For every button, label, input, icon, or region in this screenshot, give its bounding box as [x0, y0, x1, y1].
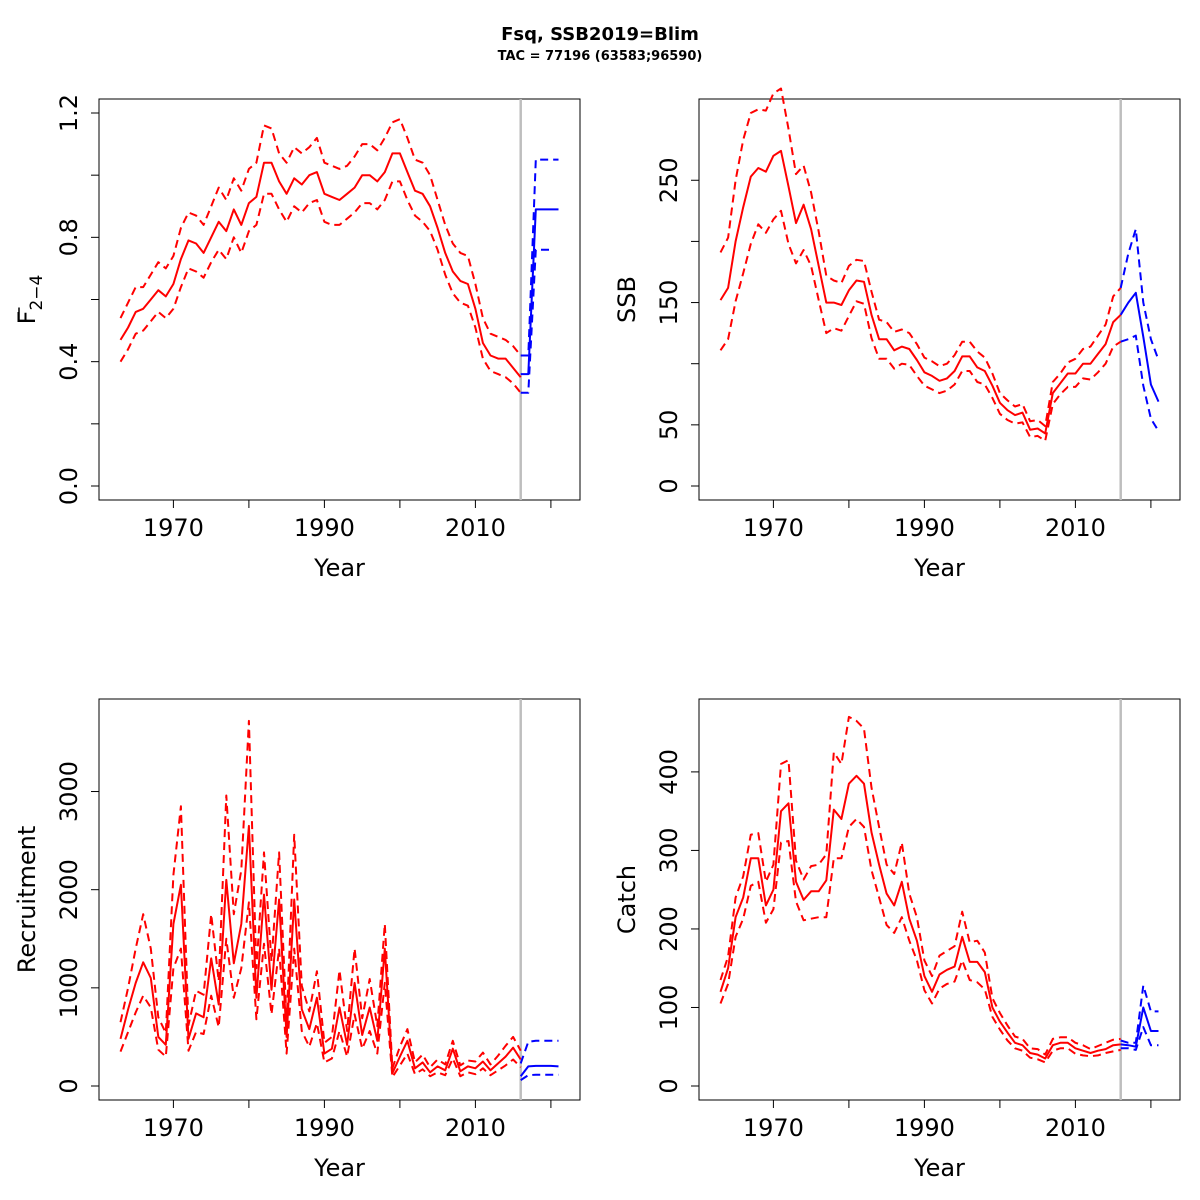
- y-tick-label: 200: [655, 906, 683, 952]
- y-tick-label: 100: [655, 985, 683, 1031]
- forecast-estimate-line: [1120, 1006, 1159, 1048]
- y-axis-title: SSB: [613, 276, 641, 323]
- x-tick-label: 1990: [894, 1114, 955, 1142]
- forecast-upper-ci-line: [1119, 228, 1160, 361]
- y-tick-label: 50: [655, 410, 683, 441]
- forecast-upper-ci-line: [519, 1039, 559, 1064]
- x-tick-label: 1970: [143, 1114, 204, 1142]
- x-tick-label: 1990: [894, 514, 955, 542]
- historic-lower-ci-line: [119, 180, 522, 394]
- y-tick-label: 300: [655, 828, 683, 874]
- forecast-estimate-line: [519, 1064, 559, 1077]
- historic-lower-ci-line: [719, 209, 1122, 442]
- forecast-lower-ci-line: [1120, 334, 1160, 432]
- plot-frame: [698, 98, 1181, 501]
- historic-upper-ci-line: [719, 87, 1122, 428]
- figure-title: Fsq, SSB2019=Blim: [501, 24, 699, 45]
- historic-estimate-line: [119, 152, 522, 378]
- y-tick-label: 0: [55, 1078, 83, 1093]
- forecast-lower-ci-line: [520, 1073, 559, 1081]
- y-axis-title: Catch: [613, 865, 641, 934]
- x-tick-label: 1990: [294, 1114, 355, 1142]
- plot-frame: [698, 698, 1181, 1101]
- historic-estimate-line: [719, 774, 1121, 1060]
- y-tick-label: 2000: [55, 859, 83, 920]
- forecast-lower-ci-line: [520, 248, 551, 394]
- y-tick-label: 1.2: [55, 94, 83, 132]
- x-tick-label: 1970: [143, 514, 204, 542]
- y-tick-label: 0.0: [55, 467, 83, 505]
- historic-upper-ci-line: [119, 719, 522, 1070]
- x-tick-label: 2010: [1045, 1114, 1106, 1142]
- historic-upper-ci-line: [719, 715, 1121, 1056]
- panel-recruitment: 1970 1990 2010 0 1000 2000 3000 Year Recruitment: [13, 698, 581, 1182]
- x-axis-title: Year: [313, 1154, 365, 1182]
- forecast-upper-ci-line: [1120, 984, 1159, 1044]
- forecast-upper-ci-line: [520, 158, 559, 357]
- plot-frame: [98, 698, 581, 1101]
- x-tick-label: 2010: [445, 514, 506, 542]
- y-axis-title: F2−4: [13, 275, 47, 325]
- plot-frame: [98, 98, 581, 501]
- y-tick-label: 3000: [55, 761, 83, 822]
- x-axis-title: Year: [313, 554, 365, 582]
- historic-lower-ci-line: [719, 818, 1121, 1064]
- x-tick-label: 2010: [1045, 514, 1106, 542]
- figure-subtitle: TAC = 77196 (63583;96590): [498, 49, 703, 64]
- x-tick-label: 1970: [743, 514, 804, 542]
- y-tick-label: 0: [655, 478, 683, 493]
- historic-lower-ci-line: [119, 901, 522, 1079]
- forecast-estimate-line: [1119, 291, 1160, 403]
- x-tick-label: 1990: [294, 514, 355, 542]
- historic-estimate-line: [119, 824, 522, 1075]
- historic-estimate-line: [719, 149, 1122, 435]
- x-axis-title: Year: [913, 1154, 965, 1182]
- x-tick-label: 2010: [445, 1114, 506, 1142]
- panel-ssb: 1970 1990 2010 0 50 150 250 Year SSB: [613, 87, 1181, 582]
- y-tick-label: 0.4: [55, 343, 83, 381]
- y-axis-title-base: F: [13, 311, 41, 325]
- y-tick-label: 1000: [55, 957, 83, 1018]
- forecast-estimate-line: [520, 208, 559, 376]
- y-tick-label: 0: [655, 1078, 683, 1093]
- y-axis-title: Recruitment: [13, 826, 41, 973]
- historic-upper-ci-line: [119, 118, 522, 357]
- y-tick-label: 0.8: [55, 218, 83, 256]
- panel-fishing-mortality: 1970 1990 2010 0.0 0.4 0.8 1.2 Year F2−4: [13, 94, 581, 582]
- x-tick-label: 1970: [743, 1114, 804, 1142]
- y-tick-label: 250: [655, 157, 683, 203]
- forecast-lower-ci-line: [1120, 1026, 1159, 1051]
- y-axis-title-subscript: 2−4: [27, 275, 47, 311]
- y-tick-label: 400: [655, 749, 683, 795]
- y-tick-label: 150: [655, 280, 683, 326]
- panel-catch: 1970 1990 2010 0 100 200 300 400 Year Catch: [613, 698, 1181, 1182]
- x-axis-title: Year: [913, 554, 965, 582]
